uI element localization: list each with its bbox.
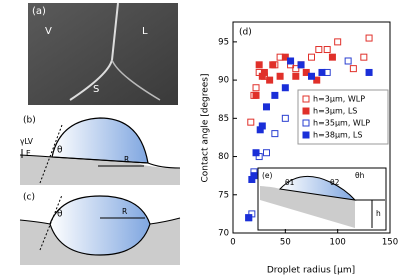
- point: [269, 61, 277, 69]
- legend-marker: [302, 131, 310, 139]
- point: [313, 76, 321, 84]
- legend-marker: [302, 95, 310, 103]
- point: [247, 118, 255, 126]
- legend-marker: [302, 119, 310, 127]
- x-tick-label: 100: [330, 238, 346, 248]
- phase-label: S: [93, 84, 99, 95]
- point: [315, 46, 323, 54]
- phase-label: V: [45, 26, 52, 37]
- point: [334, 38, 342, 46]
- point: [308, 53, 315, 61]
- point: [245, 214, 253, 222]
- panel-e: (e) θ1 θ2 θh h: [257, 167, 387, 231]
- y-tick-label: 80: [218, 152, 229, 162]
- legend-label: h=35µm, WLP: [313, 119, 370, 128]
- legend-label: h=3µm, WLP: [313, 95, 365, 104]
- panel-label: (a): [32, 6, 46, 17]
- point: [365, 34, 373, 42]
- surface: [19, 217, 181, 225]
- point: [344, 57, 352, 65]
- point: [271, 130, 279, 138]
- x-tick-label: 50: [280, 238, 291, 248]
- x-axis-label: Droplet radius [µm]: [267, 266, 355, 276]
- point: [260, 68, 268, 76]
- panel-label: (b): [23, 116, 36, 126]
- x-tick-label: 150: [382, 238, 398, 248]
- angle-label: θh: [355, 171, 365, 180]
- x-tick-label: 0: [230, 238, 235, 248]
- marks: [245, 34, 373, 222]
- angle-label: θ1: [285, 178, 295, 187]
- h-label: h: [376, 209, 381, 218]
- tension-label: γLV: [20, 137, 34, 146]
- point: [318, 68, 326, 76]
- y-tick-label: 70: [218, 229, 229, 239]
- angle-label: θ: [57, 210, 63, 220]
- point: [302, 68, 310, 76]
- phase-label: L: [142, 26, 148, 37]
- plot-frame: [232, 21, 391, 234]
- point: [349, 65, 357, 73]
- y-axis-label: Contact angle [degrees]: [201, 74, 211, 183]
- ridge: [111, 59, 161, 101]
- panel-label: (c): [23, 193, 35, 203]
- tangent: [39, 194, 63, 251]
- y-tick-label: 75: [218, 190, 229, 200]
- e-label: E: [26, 149, 31, 158]
- point: [292, 72, 300, 80]
- surface: [19, 154, 181, 169]
- legend-label: h=38µm, LS: [313, 131, 362, 140]
- point: [252, 84, 260, 92]
- y-tick-label: 85: [218, 114, 229, 124]
- droplet: [278, 175, 357, 201]
- panel-a: (a) V L S: [28, 2, 178, 105]
- point: [252, 91, 260, 99]
- point: [281, 114, 289, 122]
- legend-box: [297, 89, 389, 145]
- panel-label: (e): [262, 171, 273, 180]
- point: [252, 149, 260, 157]
- radius-label: R: [122, 207, 127, 216]
- point: [255, 61, 263, 69]
- point: [360, 53, 368, 61]
- photo: [28, 3, 178, 105]
- point: [258, 122, 266, 130]
- radius-label: R: [124, 155, 129, 164]
- substrate: [20, 155, 180, 185]
- droplet: [49, 195, 151, 256]
- point: [328, 53, 336, 61]
- legend-marker: [302, 107, 310, 115]
- angle-label: θ2: [330, 178, 340, 187]
- point: [281, 84, 289, 92]
- point: [281, 53, 289, 61]
- point: [323, 46, 331, 54]
- point: [308, 72, 315, 80]
- point: [262, 103, 270, 111]
- legend-label: h=3µm, LS: [313, 107, 357, 116]
- point: [262, 149, 270, 157]
- panel-label: (d): [239, 28, 252, 38]
- panel-b: (b) γLV θ E R: [19, 116, 181, 185]
- point: [271, 91, 279, 99]
- point: [266, 76, 274, 84]
- panel-c: (c) θ R: [19, 193, 181, 265]
- angle-label: θ: [57, 146, 63, 156]
- y-tick-label: 95: [218, 37, 229, 47]
- point: [297, 61, 305, 69]
- point: [287, 57, 295, 65]
- substrate: [260, 186, 355, 228]
- y-tick-label: 90: [218, 76, 229, 86]
- point: [365, 68, 373, 76]
- point: [292, 65, 300, 73]
- legend: h=3µm, WLP h=3µm, LS h=35µm, WLP h=38µm, LS: [297, 89, 389, 145]
- point: [250, 172, 258, 180]
- point: [276, 72, 284, 80]
- droplet: [51, 117, 149, 164]
